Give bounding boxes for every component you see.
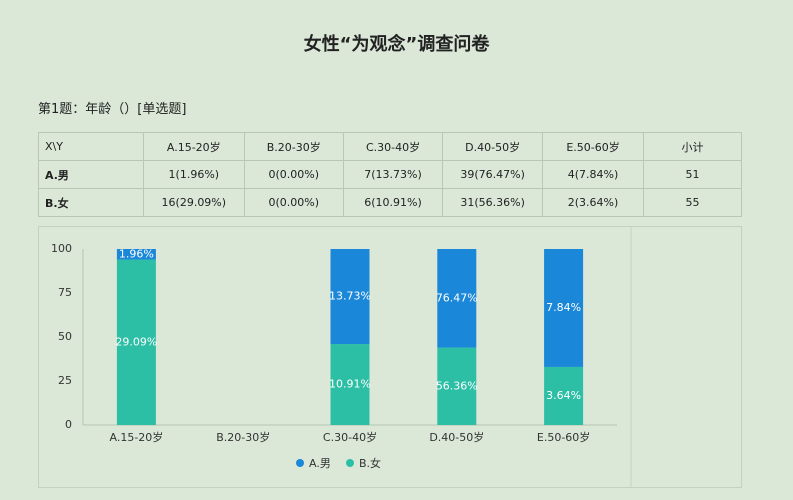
bar-segment bbox=[437, 347, 477, 425]
cell: A.男 bbox=[38, 160, 144, 189]
header-cell: 小计 bbox=[643, 132, 742, 161]
segment-label: 29.09% bbox=[115, 335, 157, 348]
cell: 16(29.09%) bbox=[142, 188, 245, 217]
cell: 55 bbox=[643, 188, 742, 217]
legend-swatch bbox=[296, 459, 304, 467]
bar-segment bbox=[330, 249, 370, 345]
x-tick-label: E.50-60岁 bbox=[537, 430, 590, 444]
segment-label: 1.96% bbox=[119, 247, 154, 260]
crosstab: X\Y A.15-20岁 B.20-30岁 C.30-40岁 D.40-50岁 E.50-… bbox=[38, 132, 742, 217]
cell: B.女 bbox=[38, 188, 144, 217]
bar-segment bbox=[544, 366, 584, 425]
cell: 4(7.84%) bbox=[541, 160, 645, 189]
x-tick-label: C.30-40岁 bbox=[323, 430, 377, 444]
segment-label: 76.47% bbox=[436, 291, 478, 304]
bar-segment bbox=[437, 249, 477, 348]
y-tick-label: 75 bbox=[58, 286, 72, 299]
cell: 2(3.64%) bbox=[541, 188, 645, 217]
page-title: 女性“为观念”调查问卷 bbox=[303, 34, 490, 55]
header-cell: B.20-30岁 bbox=[243, 132, 344, 161]
x-tick-label: D.40-50岁 bbox=[429, 430, 484, 444]
chart-panel bbox=[38, 226, 742, 488]
cell: 0(0.00%) bbox=[243, 188, 344, 217]
header-cell: C.30-40岁 bbox=[342, 132, 444, 161]
segment-label: 13.73% bbox=[329, 290, 371, 303]
header-cell: E.50-60岁 bbox=[541, 132, 645, 161]
bar-segment bbox=[330, 344, 370, 425]
bar-segment bbox=[116, 249, 156, 260]
table-body: A.男 1(1.96%) 0(0.00%) 7(13.73%) 39(76.47%) 4(… bbox=[38, 160, 742, 217]
segment-label: 10.91% bbox=[329, 378, 371, 391]
x-tick-label: A.15-20岁 bbox=[110, 430, 164, 444]
y-tick-label: 25 bbox=[58, 374, 72, 387]
cell: 0(0.00%) bbox=[243, 160, 344, 189]
header-row: X\Y A.15-20岁 B.20-30岁 C.30-40岁 D.40-50岁 E.50-… bbox=[38, 132, 742, 161]
legend-swatch bbox=[346, 459, 354, 467]
y-tick-label: 100 bbox=[51, 242, 72, 255]
header-cell: D.40-50岁 bbox=[442, 132, 543, 161]
y-tick-label: 0 bbox=[65, 418, 72, 431]
segment-label: 7.84% bbox=[546, 301, 581, 314]
table-row: B.女 16(29.09%) 0(0.00%) 6(10.91%) 31(56.36%)… bbox=[38, 188, 742, 217]
cell: 6(10.91%) bbox=[342, 188, 444, 217]
cell: 31(56.36%) bbox=[442, 188, 543, 217]
question: 第1题：年龄（）[单选题] bbox=[38, 102, 187, 117]
y-tick-label: 50 bbox=[58, 330, 72, 343]
segment-label: 56.36% bbox=[436, 379, 478, 392]
legend-label: A.男 bbox=[309, 457, 331, 470]
segment-label: 3.64% bbox=[546, 389, 581, 402]
legend-label: B.女 bbox=[359, 456, 381, 470]
x-tick-label: B.20-30岁 bbox=[216, 430, 270, 444]
bar-segment bbox=[544, 249, 584, 367]
bar-segment bbox=[116, 259, 156, 425]
